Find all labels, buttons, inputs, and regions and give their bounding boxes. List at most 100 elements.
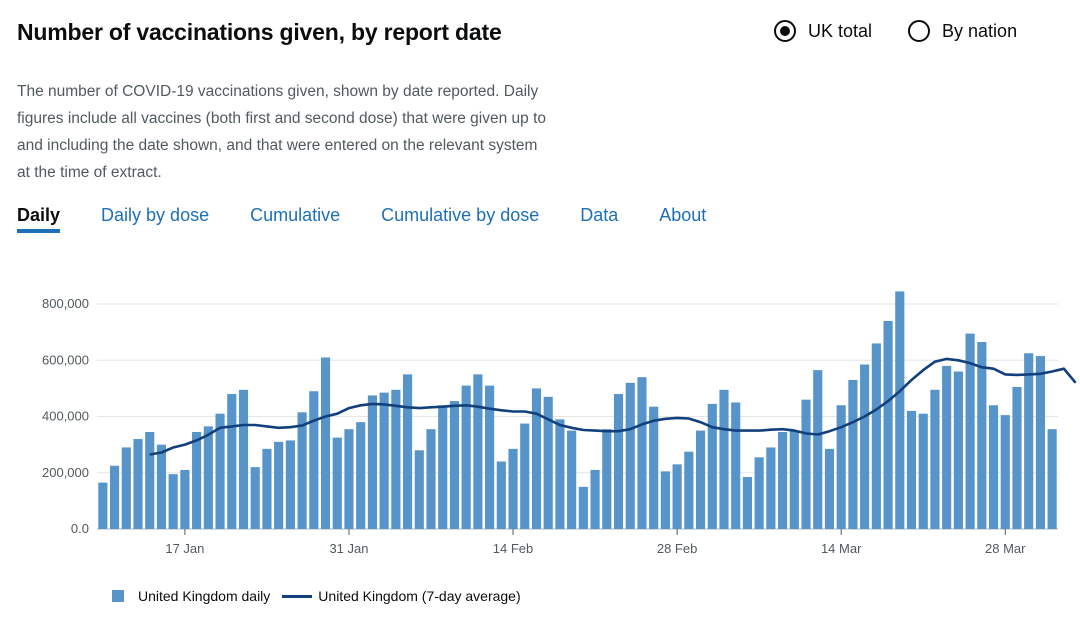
daily-bar — [660, 471, 670, 529]
y-tick-label: 0.0 — [71, 521, 89, 536]
vaccinations-chart: 0.0 200,000 400,000 600,000 800,000 17 Jan 31 … — [42, 291, 1077, 556]
tab-data[interactable]: Data — [580, 205, 619, 225]
legend-daily-label: United Kingdom daily — [138, 588, 271, 604]
daily-bar — [414, 450, 424, 529]
by-nation-label: By nation — [942, 20, 1018, 41]
daily-bar — [1047, 429, 1057, 529]
daily-bar — [367, 395, 377, 529]
daily-bar — [262, 448, 272, 529]
daily-bar — [426, 429, 436, 529]
daily-bar — [1000, 415, 1010, 529]
daily-bar — [754, 457, 764, 529]
daily-bar — [391, 389, 401, 529]
y-tick-label: 400,000 — [42, 409, 89, 424]
daily-bar — [789, 430, 799, 529]
daily-bar — [942, 365, 952, 529]
legend-average-label: United Kingdom (7-day average) — [318, 588, 521, 604]
daily-bar — [707, 403, 717, 529]
chart-tabs: Daily Daily by dose Cumulative Cumulativ… — [17, 205, 747, 233]
x-tick-label: 14 Mar — [821, 541, 862, 556]
daily-bar — [332, 437, 342, 529]
daily-bar — [473, 374, 483, 529]
daily-bar — [953, 371, 963, 529]
daily-bar — [238, 389, 249, 529]
daily-bar — [344, 429, 354, 529]
daily-bar — [906, 410, 917, 529]
daily-bar — [883, 320, 893, 529]
seven-day-average-line — [149, 357, 1077, 456]
daily-bar — [977, 342, 987, 529]
daily-bar — [1012, 387, 1022, 529]
y-tick-label: 200,000 — [42, 465, 89, 480]
x-tick-label: 28 Feb — [657, 541, 697, 556]
daily-bar — [156, 444, 167, 529]
daily-bar — [485, 385, 495, 529]
daily-bar — [438, 405, 448, 529]
daily-bar — [180, 469, 190, 529]
daily-bar — [145, 431, 155, 529]
daily-bar — [836, 405, 846, 529]
radio-checked-icon — [774, 20, 796, 42]
daily-bar — [719, 389, 729, 529]
daily-bar — [731, 402, 741, 529]
daily-bar — [742, 476, 753, 529]
daily-bar — [918, 413, 928, 529]
x-tick-label: 31 Jan — [329, 541, 368, 556]
daily-bar — [110, 465, 120, 529]
legend-line-swatch — [282, 594, 313, 598]
daily-bar — [801, 399, 811, 529]
tab-daily[interactable]: Daily — [17, 205, 61, 233]
daily-bar — [649, 406, 659, 529]
daily-bar — [215, 413, 225, 529]
daily-bar — [813, 370, 823, 529]
daily-bar — [1035, 356, 1045, 529]
daily-bar — [379, 392, 389, 529]
x-tick-label: 28 Mar — [985, 541, 1026, 556]
daily-bar — [824, 448, 835, 529]
daily-bar — [121, 447, 131, 529]
uk-total-label: UK total — [808, 20, 873, 41]
daily-bar — [695, 430, 706, 529]
daily-bar — [988, 405, 999, 529]
tab-cumulative[interactable]: Cumulative — [250, 205, 341, 225]
by-nation-radio[interactable]: By nation — [908, 20, 1017, 42]
y-tick-label: 600,000 — [42, 352, 89, 367]
daily-bar — [133, 439, 143, 529]
daily-bar — [203, 426, 213, 529]
daily-bar — [402, 374, 413, 529]
daily-bar — [625, 382, 635, 529]
daily-bar — [766, 447, 776, 529]
daily-bar — [227, 394, 237, 529]
daily-bar — [531, 388, 542, 529]
chart-description: The number of COVID-19 vaccinations give… — [17, 83, 547, 181]
daily-bar — [778, 431, 788, 529]
daily-bar — [637, 377, 647, 529]
daily-bar — [860, 364, 870, 529]
x-tick-label: 17 Jan — [165, 541, 204, 556]
daily-bar — [602, 429, 612, 529]
daily-bar — [543, 396, 553, 529]
tab-about[interactable]: About — [659, 205, 707, 225]
legend-bar-swatch — [112, 590, 124, 602]
y-tick-label: 800,000 — [42, 296, 89, 311]
daily-bar — [930, 389, 940, 529]
chart-legend: United Kingdom daily United Kingdom (7-d… — [112, 588, 521, 604]
page-title: Number of vaccinations given, by report … — [17, 19, 502, 45]
uk-total-radio[interactable]: UK total — [774, 20, 872, 42]
daily-bar — [672, 464, 682, 529]
tab-daily-by-dose[interactable]: Daily by dose — [101, 205, 210, 225]
daily-bar — [684, 451, 694, 529]
daily-bar — [461, 385, 471, 529]
daily-bar — [297, 412, 307, 529]
daily-bar — [871, 343, 881, 529]
radio-unchecked-icon — [908, 20, 931, 42]
daily-bar — [309, 391, 319, 529]
daily-bar — [590, 469, 600, 529]
tab-cumulative-by-dose[interactable]: Cumulative by dose — [381, 205, 540, 225]
daily-bar — [895, 291, 905, 529]
daily-bar — [848, 379, 858, 529]
daily-bar — [567, 430, 577, 529]
daily-bar — [356, 422, 366, 529]
daily-bar — [613, 394, 624, 529]
view-radio-group: UK total By nation — [774, 20, 1053, 42]
